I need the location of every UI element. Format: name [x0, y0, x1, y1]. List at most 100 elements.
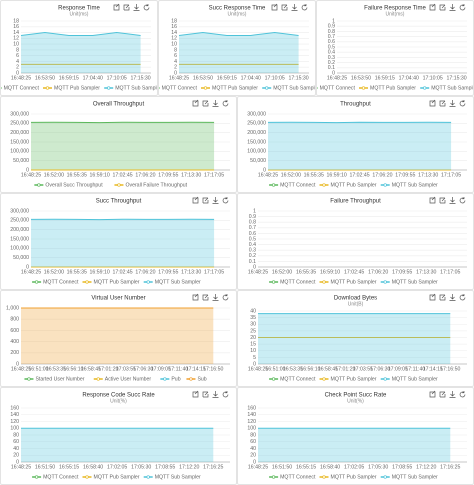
legend-item[interactable]: MQTT Connect — [269, 279, 316, 285]
zoom-button[interactable] — [202, 197, 209, 204]
y-tick-label: 0 — [16, 361, 19, 367]
legend-item[interactable]: MQTT Pub Sampler — [319, 474, 377, 480]
legend-item[interactable]: MQTT Connect — [1, 85, 40, 91]
download-button[interactable] — [449, 100, 456, 107]
zoom-button[interactable] — [202, 100, 209, 107]
refresh-button[interactable] — [459, 4, 466, 11]
legend-dot — [45, 86, 50, 90]
x-tick-label: 17:11:40 — [168, 366, 188, 372]
legend-item[interactable]: Active User Number — [93, 376, 152, 382]
legend-item[interactable]: MQTT Pub Sampler — [43, 85, 100, 91]
y-tick-label: 160 — [10, 405, 19, 411]
legend-item[interactable]: Overall Failure Throughput — [114, 182, 188, 188]
download-button[interactable] — [212, 294, 219, 301]
x-tick-label: 16:53:50 — [35, 75, 55, 81]
restore-button[interactable] — [192, 196, 199, 204]
restore-button[interactable] — [429, 99, 436, 107]
zoom-button[interactable] — [439, 100, 446, 107]
icon — [202, 294, 209, 301]
legend-item[interactable]: Pub — [160, 376, 181, 382]
refresh-button[interactable] — [459, 294, 466, 301]
zoom-button[interactable] — [439, 391, 446, 398]
legend-item[interactable]: MQTT Connect — [269, 474, 316, 480]
download-button[interactable] — [449, 4, 456, 11]
legend-item[interactable]: MQTT Connect — [269, 376, 316, 382]
legend-item[interactable]: MQTT Sub Sampler — [380, 376, 438, 382]
restore-button[interactable] — [192, 99, 199, 107]
icon — [459, 197, 466, 204]
legend-item[interactable]: MQTT Connect — [32, 279, 79, 285]
refresh-button[interactable] — [222, 391, 229, 398]
restore-button[interactable] — [429, 3, 436, 11]
restore-button[interactable] — [192, 293, 199, 301]
download-button[interactable] — [133, 4, 140, 11]
legend-item[interactable]: MQTT Connect — [269, 182, 316, 188]
y-tick-label: 0 — [16, 459, 19, 465]
y-tick-label: 100,000 — [247, 149, 266, 155]
refresh-button[interactable] — [301, 4, 308, 11]
legend-item[interactable]: MQTT Pub Sampler — [82, 474, 140, 480]
legend-item[interactable]: Overall Succ Throughput — [34, 182, 103, 188]
refresh-button[interactable] — [143, 4, 150, 11]
refresh-button[interactable] — [459, 197, 466, 204]
restore-button[interactable] — [113, 3, 120, 11]
icon — [459, 4, 466, 11]
zoom-button[interactable] — [439, 197, 446, 204]
zoom-button[interactable] — [439, 294, 446, 301]
download-button[interactable] — [291, 4, 298, 11]
download-button[interactable] — [449, 391, 456, 398]
zoom-button[interactable] — [123, 4, 130, 11]
toolbar — [192, 390, 229, 398]
restore-button[interactable] — [429, 293, 436, 301]
legend-item[interactable]: MQTT Pub Sampler — [359, 85, 416, 91]
legend-item[interactable]: MQTT Pub Sampler — [319, 376, 377, 382]
zoom-button[interactable] — [281, 4, 288, 11]
download-button[interactable] — [212, 391, 219, 398]
legend-item[interactable]: MQTT Sub Sampler — [380, 182, 438, 188]
refresh-button[interactable] — [222, 294, 229, 301]
restore-button[interactable] — [192, 390, 199, 398]
legend-item[interactable]: Started User Number — [24, 376, 85, 382]
legend-item[interactable]: Sub — [186, 376, 207, 382]
legend-item[interactable]: MQTT Pub Sampler — [319, 182, 377, 188]
legend-item[interactable]: MQTT Sub Sampler — [143, 279, 201, 285]
legend-item[interactable]: MQTT Connect — [317, 85, 356, 91]
legend-dot — [271, 183, 276, 187]
x-tick-label: 17:06:20 — [135, 172, 155, 178]
toolbar — [192, 99, 229, 107]
zoom-button[interactable] — [439, 4, 446, 11]
legend-label: MQTT Pub Sampler — [212, 85, 258, 91]
legend-item[interactable]: MQTT Connect — [159, 85, 198, 91]
restore-button[interactable] — [429, 390, 436, 398]
legend-dot — [322, 377, 326, 381]
refresh-button[interactable] — [222, 100, 229, 107]
download-button[interactable] — [212, 197, 219, 204]
legend-item[interactable]: MQTT Sub Sampler — [104, 85, 157, 91]
legend-item[interactable]: MQTT Sub Sampler — [380, 474, 438, 480]
legend-item[interactable]: MQTT Sub Sampler — [420, 85, 473, 91]
y-tick-label: 40 — [13, 446, 19, 452]
legend-item[interactable]: MQTT Sub Sampler — [262, 85, 315, 91]
download-button[interactable] — [449, 294, 456, 301]
refresh-button[interactable] — [459, 100, 466, 107]
legend-item[interactable]: MQTT Pub Sampler — [82, 279, 140, 285]
legend-item[interactable]: MQTT Connect — [32, 474, 79, 480]
refresh-button[interactable] — [222, 197, 229, 204]
legend-item[interactable]: MQTT Sub Sampler — [380, 279, 438, 285]
x-tick-label: 17:02:45 — [344, 269, 364, 275]
legend-item[interactable]: MQTT Sub Sampler — [143, 474, 201, 480]
icon — [113, 3, 120, 11]
zoom-button[interactable] — [202, 391, 209, 398]
download-button[interactable] — [449, 197, 456, 204]
download-button[interactable] — [212, 100, 219, 107]
legend-item[interactable]: MQTT Pub Sampler — [201, 85, 258, 91]
x-tick-label: 16:59:10 — [327, 172, 347, 178]
y-tick-label: 18 — [171, 18, 177, 24]
zoom-button[interactable] — [202, 294, 209, 301]
refresh-button[interactable] — [459, 391, 466, 398]
restore-button[interactable] — [429, 196, 436, 204]
legend-label: Active User Number — [105, 376, 152, 382]
legend-item[interactable]: MQTT Pub Sampler — [319, 279, 377, 285]
y-tick-label: 80 — [250, 432, 256, 438]
restore-button[interactable] — [271, 3, 278, 11]
